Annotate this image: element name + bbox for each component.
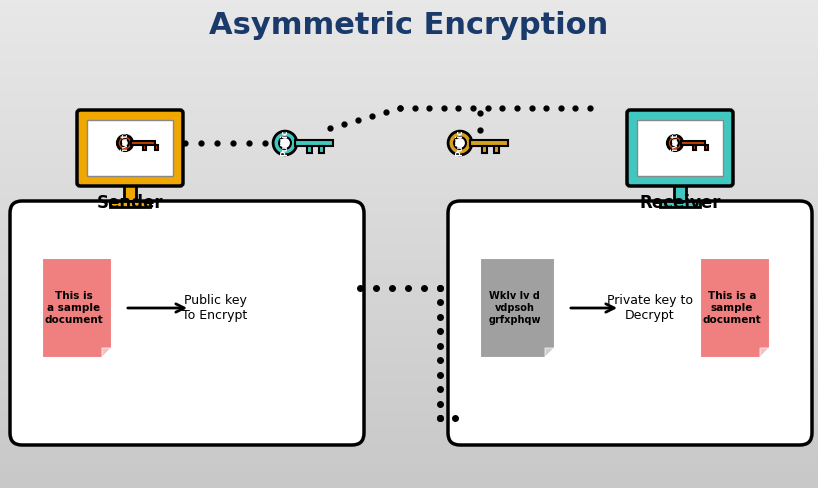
Circle shape [279,137,291,149]
Polygon shape [102,348,112,358]
Text: Receiver: Receiver [639,194,721,212]
FancyBboxPatch shape [10,201,364,445]
Circle shape [121,139,129,147]
Text: Public key
To Encrypt: Public key To Encrypt [182,294,248,322]
FancyBboxPatch shape [155,145,158,150]
FancyBboxPatch shape [660,201,700,207]
Text: Private key to
Decrypt: Private key to Decrypt [607,294,693,322]
Circle shape [671,139,679,147]
Text: Private: Private [671,127,680,159]
FancyBboxPatch shape [295,140,333,146]
FancyBboxPatch shape [704,145,708,150]
Text: Public: Public [456,130,465,156]
FancyBboxPatch shape [693,145,696,150]
FancyBboxPatch shape [319,146,324,153]
Text: Sender: Sender [97,194,164,212]
Polygon shape [700,258,770,358]
FancyBboxPatch shape [637,120,723,176]
FancyBboxPatch shape [627,110,733,186]
Circle shape [454,137,466,149]
FancyBboxPatch shape [674,183,686,201]
FancyBboxPatch shape [131,141,155,145]
Text: Asymmetric Encryption: Asymmetric Encryption [209,12,609,41]
Circle shape [448,131,472,155]
Text: Public: Public [281,130,290,156]
Polygon shape [760,348,770,358]
FancyBboxPatch shape [494,146,499,153]
FancyBboxPatch shape [681,141,705,145]
Text: Wklv lv d
vdpsoh
grfxphqw: Wklv lv d vdpsoh grfxphqw [488,291,541,325]
FancyBboxPatch shape [482,146,487,153]
Circle shape [667,135,683,151]
FancyBboxPatch shape [77,110,183,186]
Polygon shape [545,348,555,358]
FancyBboxPatch shape [470,140,508,146]
FancyBboxPatch shape [124,183,136,201]
Circle shape [117,135,133,151]
FancyBboxPatch shape [110,201,150,207]
Text: Private: Private [120,127,129,159]
FancyBboxPatch shape [87,120,173,176]
Circle shape [273,131,297,155]
Text: This is a
sample
document: This is a sample document [703,291,762,325]
Text: This is
a sample
document: This is a sample document [45,291,103,325]
FancyBboxPatch shape [142,145,146,150]
Polygon shape [42,258,112,358]
Polygon shape [480,258,555,358]
FancyBboxPatch shape [307,146,312,153]
FancyBboxPatch shape [448,201,812,445]
